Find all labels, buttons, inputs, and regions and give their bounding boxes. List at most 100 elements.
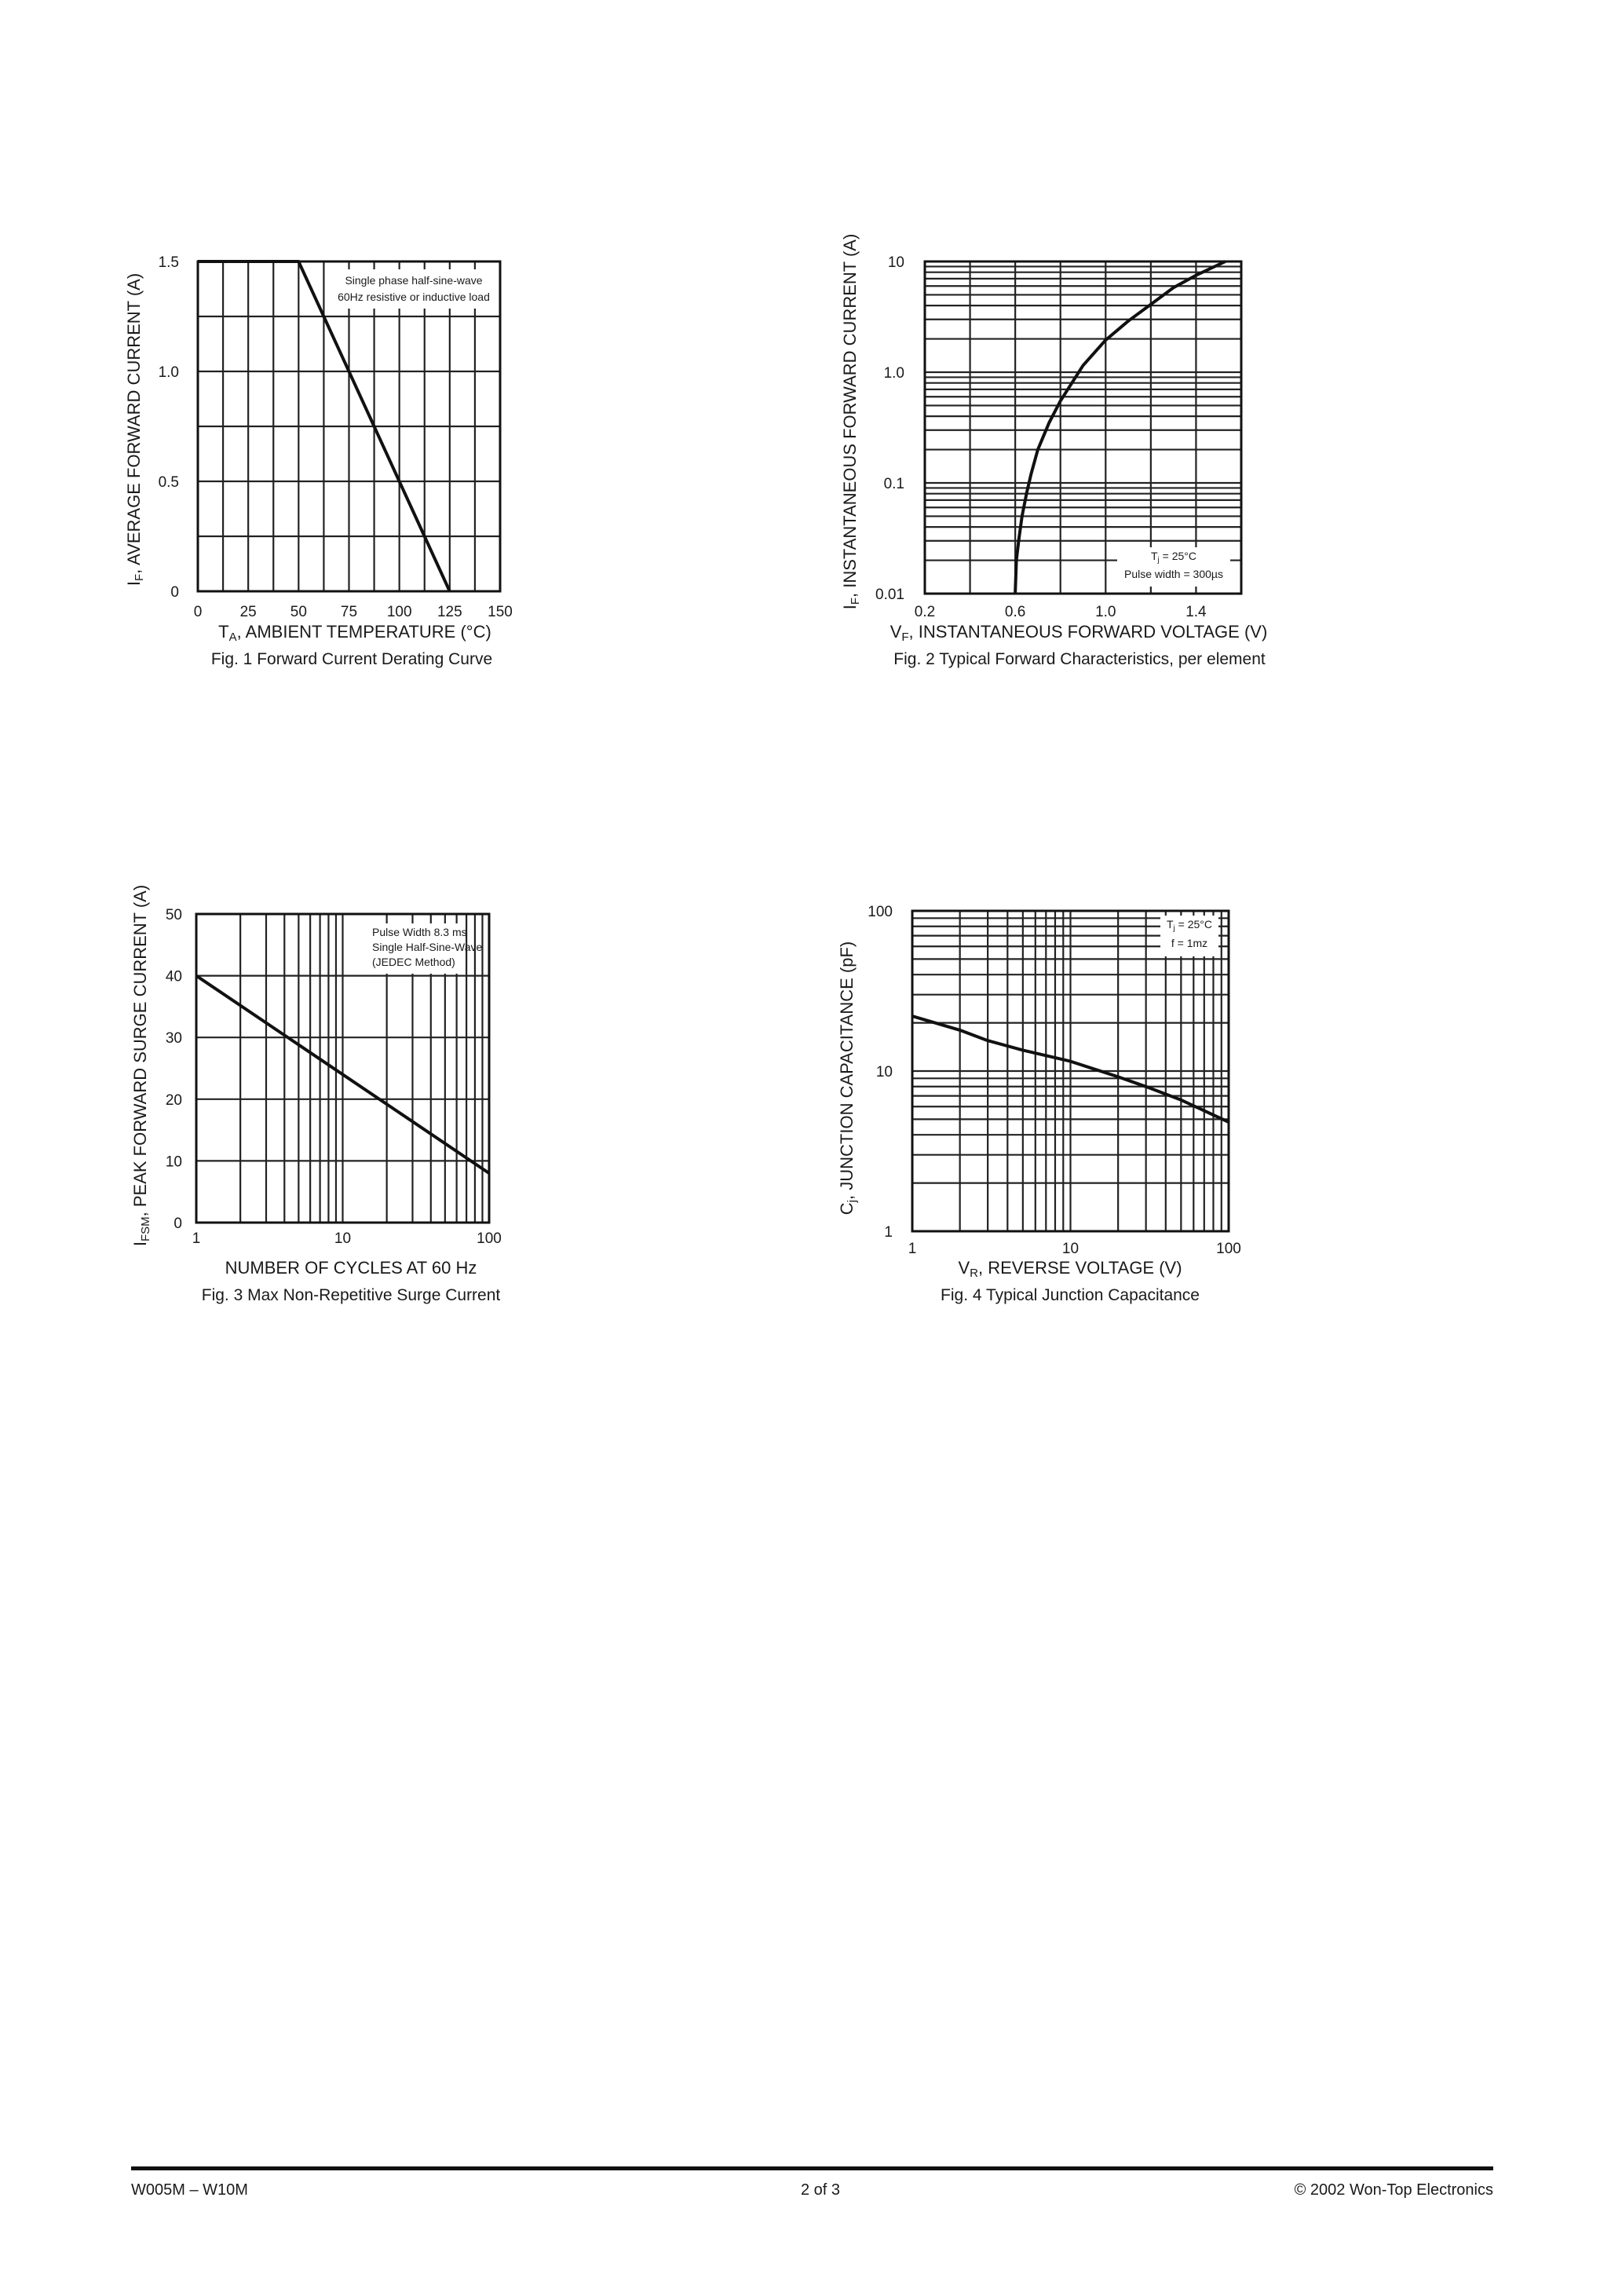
symbol: V (890, 622, 902, 642)
text: , INSTANTANEOUS FORWARD CURRENT (A) (840, 234, 860, 598)
x-tick-label: 50 (290, 604, 307, 620)
y-tick-label: 0.01 (875, 587, 904, 603)
symbol: T (218, 622, 228, 642)
text: , JUNCTION CAPACITANCE (pF) (837, 941, 857, 1200)
y-tick-label: 0 (174, 1216, 182, 1232)
data-curve (195, 974, 491, 1175)
x-tick-label: 100 (1216, 1241, 1241, 1257)
plot-frame (911, 909, 1230, 1233)
x-tick-label: 0.2 (915, 604, 935, 620)
y-tick-label: 1 (884, 1224, 893, 1241)
subscript: j (846, 1200, 859, 1203)
x-tick-label: 0 (194, 604, 203, 620)
y-tick-label: 30 (166, 1030, 182, 1047)
subscript: F (849, 598, 862, 605)
footer-page-number: 2 of 3 (801, 2181, 841, 2199)
figure-caption: Fig. 2 Typical Forward Characteristics, … (893, 650, 1266, 668)
x-tick-label: 75 (341, 604, 357, 620)
figure-caption: Fig. 4 Typical Junction Capacitance (941, 1286, 1200, 1304)
annotation-line: f = 1mz (1171, 937, 1207, 949)
symbol: T (1151, 550, 1158, 562)
text: Pulse Width 8.3 ms (372, 926, 467, 938)
text: Single phase half-sine-wave (345, 274, 482, 287)
x-axis-label: TA, AMBIENT TEMPERATURE (°C) (218, 622, 491, 644)
annotation-line: Single Half-Sine-Wave (372, 941, 483, 953)
figure-caption: Fig. 3 Max Non-Repetitive Surge Current (202, 1286, 501, 1304)
x-tick-label: 1.4 (1185, 604, 1207, 620)
y-axis-label: IF, INSTANTANEOUS FORWARD CURRENT (A) (840, 234, 862, 610)
y-tick-label: 50 (166, 907, 182, 923)
annotation-box (367, 923, 462, 974)
x-tick-label: 0.6 (1005, 604, 1025, 620)
annotation-line: Pulse width = 300µs (1124, 568, 1223, 580)
annotation-line: 60Hz resistive or inductive load (338, 291, 490, 303)
fig2-chart: Tj = 25°C Pulse width = 300µs 0.2 0.6 1.0 1.4… (840, 234, 1267, 668)
text: , PEAK FORWARD SURGE CURRENT (A) (130, 885, 150, 1217)
symbol: I (124, 581, 144, 586)
x-axis-label: VR, REVERSE VOLTAGE (V) (958, 1258, 1182, 1280)
fig3-chart: Pulse Width 8.3 ms Single Half-Sine-Wave (… (130, 885, 502, 1304)
y-tick-label: 0.1 (884, 476, 904, 492)
y-tick-label: 10 (888, 254, 904, 271)
y-tick-label: 1.0 (884, 365, 904, 382)
text: f = 1mz (1171, 937, 1207, 949)
subscript: R (970, 1267, 978, 1280)
annotation-box (1160, 916, 1218, 956)
subscript: FSM (139, 1216, 152, 1241)
text: , AVERAGE FORWARD CURRENT (A) (124, 273, 144, 574)
x-tick-label: 100 (477, 1230, 502, 1247)
subscript: j (1157, 556, 1160, 565)
subscript: F (133, 574, 146, 581)
subscript: j (1173, 924, 1175, 933)
symbol: V (958, 1258, 970, 1278)
subscript: A (229, 631, 237, 644)
y-axis-label: Cj, JUNCTION CAPACITANCE (pF) (837, 941, 859, 1215)
plot-frame (196, 260, 502, 593)
annotation-line: Pulse Width 8.3 ms (372, 926, 467, 938)
annotation-line: Tj = 25°C (1167, 918, 1212, 933)
annotation-box (1117, 547, 1230, 587)
x-tick-label: 100 (387, 604, 412, 620)
y-tick-label: 0.5 (159, 474, 179, 491)
text: = 25°C (1160, 550, 1196, 562)
data-curve (911, 1015, 1229, 1124)
text: , REVERSE VOLTAGE (V) (978, 1258, 1182, 1278)
gridlines (196, 260, 502, 593)
footer-part-number: W005M – W10M (131, 2181, 248, 2199)
data-curve (1014, 260, 1226, 594)
y-tick-label: 1.5 (159, 254, 179, 271)
symbol: I (130, 1241, 150, 1246)
x-axis-label: VF, INSTANTANEOUS FORWARD VOLTAGE (V) (890, 622, 1268, 644)
symbol: C (837, 1202, 857, 1215)
x-axis-label: NUMBER OF CYCLES AT 60 Hz (225, 1258, 477, 1278)
footer-copyright: © 2002 Won-Top Electronics (1294, 2181, 1493, 2199)
text: 60Hz resistive or inductive load (338, 291, 490, 303)
x-tick-label: 1.0 (1095, 604, 1116, 620)
footer-rule (131, 2166, 1493, 2170)
fig1-chart: Single phase half-sine-wave 60Hz resistiv… (124, 254, 513, 668)
fig4-chart: Tj = 25°C f = 1mz 1 10 100 1 10 100 VR, REVERSE … (837, 904, 1241, 1304)
x-tick-label: 150 (488, 604, 513, 620)
annotation-box (334, 269, 491, 309)
y-tick-label: 1.0 (159, 364, 179, 381)
y-tick-label: 100 (868, 904, 893, 920)
x-tick-label: 25 (240, 604, 257, 620)
gridlines (923, 260, 1243, 595)
annotation-line: (JEDEC Method) (372, 956, 455, 968)
figure-caption: Fig. 1 Forward Current Derating Curve (211, 650, 492, 668)
plot-frame (923, 260, 1243, 595)
x-tick-label: 1 (192, 1230, 201, 1247)
text: NUMBER OF CYCLES AT 60 Hz (225, 1258, 477, 1278)
annotation-line: Tj = 25°C (1151, 550, 1196, 565)
y-axis-label: IFSM, PEAK FORWARD SURGE CURRENT (A) (130, 885, 152, 1246)
data-curve (198, 260, 451, 592)
text: Single Half-Sine-Wave (372, 941, 483, 953)
y-tick-label: 40 (166, 969, 182, 985)
annotation-line: Single phase half-sine-wave (345, 274, 482, 287)
x-tick-label: 125 (437, 604, 462, 620)
symbol: T (1167, 918, 1174, 930)
plot-frame (195, 912, 491, 1224)
symbol: I (840, 605, 860, 609)
x-tick-label: 10 (1062, 1241, 1079, 1257)
